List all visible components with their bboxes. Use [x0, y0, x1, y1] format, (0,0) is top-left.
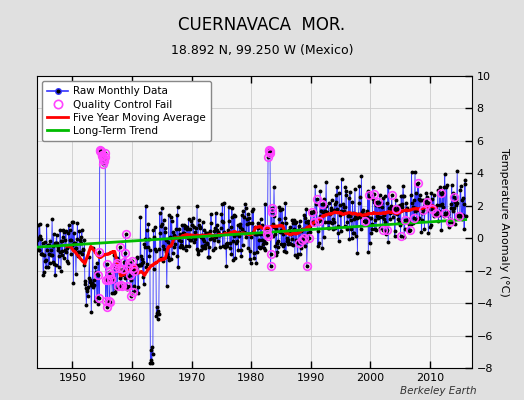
Legend: Raw Monthly Data, Quality Control Fail, Five Year Moving Average, Long-Term Tren: Raw Monthly Data, Quality Control Fail, …: [42, 81, 211, 141]
Y-axis label: Temperature Anomaly (°C): Temperature Anomaly (°C): [498, 148, 508, 296]
Text: 18.892 N, 99.250 W (Mexico): 18.892 N, 99.250 W (Mexico): [171, 44, 353, 57]
Text: CUERNAVACA  MOR.: CUERNAVACA MOR.: [179, 16, 345, 34]
Text: Berkeley Earth: Berkeley Earth: [400, 386, 477, 396]
